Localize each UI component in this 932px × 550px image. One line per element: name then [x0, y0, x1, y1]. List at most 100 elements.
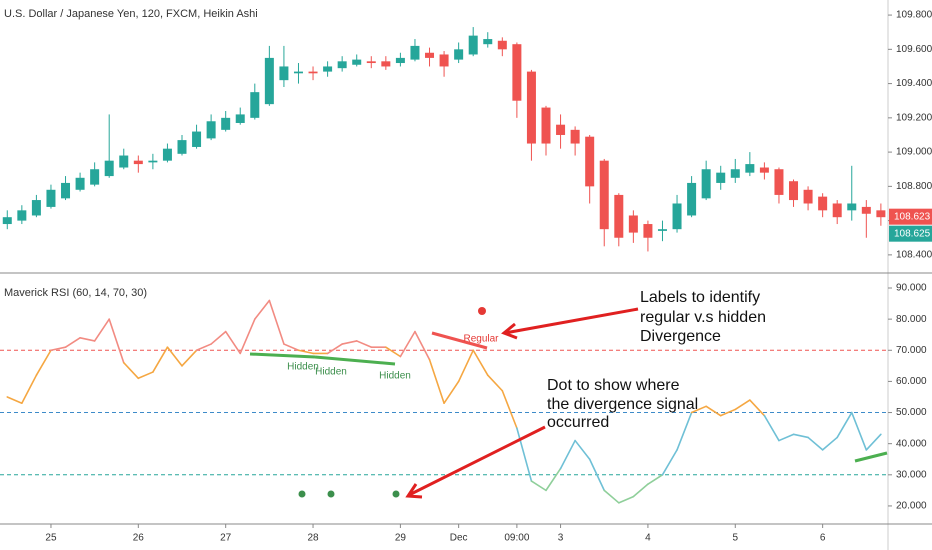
y-tick-label: 20.000: [896, 501, 927, 512]
candle-body: [730, 169, 740, 178]
y-tick-label: 40.000: [896, 438, 927, 449]
callout-text: Divergence: [640, 328, 721, 345]
candle-body: [818, 196, 828, 211]
candle-body: [119, 155, 129, 168]
candle-body: [235, 114, 245, 123]
last-price-label: 108.623: [894, 211, 931, 222]
regular-label: Regular: [463, 334, 499, 345]
candle-body: [861, 206, 871, 214]
candle-body: [410, 45, 420, 60]
rsi-line-segment: [617, 495, 635, 504]
y-tick-label: 109.800: [896, 10, 932, 21]
rsi-line-segment: [850, 411, 868, 451]
y-tick-label: 50.000: [896, 407, 927, 418]
rsi-line-segment: [559, 439, 576, 470]
rsi-line-segment: [647, 474, 664, 485]
candle-body: [789, 181, 799, 201]
rsi-line-segment: [6, 396, 23, 405]
last-price-box: [889, 225, 932, 242]
annotations: Hidden Hidden Hidden Regular Labels to i…: [249, 289, 888, 499]
rsi-line-segment: [21, 374, 38, 405]
rsi-line-segment: [268, 299, 285, 345]
candle-body: [439, 54, 449, 67]
chart-title: U.S. Dollar / Japanese Yen, 120, FXCM, H…: [4, 8, 258, 20]
rsi-line-segment: [545, 467, 562, 492]
signal-dot: [327, 490, 335, 498]
y-tick-label: 109.000: [896, 147, 932, 158]
y-tick-label: 70.000: [896, 345, 927, 356]
x-tick-label: Dec: [450, 533, 468, 544]
rsi-line-segment: [443, 380, 460, 405]
y-tick-label: 90.000: [896, 283, 927, 294]
candle-body: [250, 92, 260, 118]
x-tick-label: 5: [732, 533, 738, 544]
x-tick-label: 26: [133, 533, 145, 544]
hidden-label: Hidden: [287, 362, 319, 373]
rsi-line-segment: [792, 433, 809, 439]
candle-body: [279, 66, 289, 81]
rsi-line-segment: [836, 411, 853, 439]
rsi-line-segment: [414, 330, 431, 361]
rsi-line-segment: [283, 343, 300, 352]
hidden-divergence-line: [854, 451, 888, 463]
candle-body: [759, 167, 769, 173]
rsi-line-segment: [457, 349, 475, 383]
callout-text: Dot to show where: [547, 377, 680, 394]
candle-body: [177, 140, 187, 154]
candle-body: [556, 124, 566, 135]
candle-body: [395, 57, 405, 64]
callout-text: regular v.s hidden: [640, 309, 766, 326]
x-tick-label: 4: [645, 533, 651, 544]
rsi-line-segment: [719, 408, 737, 417]
rsi-line-segment: [530, 480, 547, 492]
rsi-line-segment: [778, 433, 795, 442]
rsi-line-segment: [224, 330, 242, 355]
candle-body: [628, 215, 638, 233]
hidden-label: Hidden: [315, 367, 347, 378]
rsi-line-segment: [807, 436, 824, 451]
candle-body: [90, 169, 100, 185]
candle-body: [716, 172, 726, 183]
arrow-head: [501, 322, 518, 340]
candle-body: [585, 136, 595, 187]
candle-body: [46, 189, 56, 207]
last-price-box: [889, 208, 932, 225]
x-tick-label: 3: [558, 533, 564, 544]
rsi-line-segment: [821, 436, 839, 451]
candle-body: [293, 71, 303, 74]
candle-body: [497, 40, 507, 50]
rsi-line-segment: [705, 405, 722, 417]
callout-text: Labels to identify: [640, 289, 760, 306]
candle-body: [614, 194, 624, 238]
candle-body: [847, 203, 857, 211]
signal-dot: [478, 307, 486, 315]
rsi-line-segment: [588, 458, 606, 492]
rsi-line-segment: [603, 489, 620, 504]
candle-body: [803, 189, 813, 204]
candle-body: [133, 160, 143, 165]
candle-body: [672, 203, 682, 230]
rsi-line-segment: [763, 414, 780, 442]
arrow: [408, 425, 546, 497]
y-tick-label: 108.400: [896, 250, 932, 261]
last-price-label: 108.625: [894, 228, 931, 239]
hidden-divergence-line: [314, 355, 396, 366]
rsi-line-segment: [574, 439, 591, 461]
candle-body: [687, 182, 697, 216]
candle-body: [192, 131, 202, 147]
candle-body: [483, 39, 493, 45]
candle-body: [454, 49, 464, 60]
candle-body: [599, 160, 609, 230]
y-tick-label: 109.400: [896, 78, 932, 89]
rsi-line-segment: [632, 483, 649, 498]
y-tick-label: 109.200: [896, 112, 932, 123]
signal-dot: [298, 490, 306, 498]
candle-body: [366, 61, 376, 64]
callout-text: occurred: [547, 414, 609, 431]
candle-body: [570, 129, 580, 144]
regular-divergence-line: [431, 331, 488, 350]
rsi-line-segment: [516, 427, 533, 482]
arrow: [504, 307, 639, 335]
rsi-line-segment: [501, 389, 518, 429]
candle-body: [337, 61, 347, 69]
